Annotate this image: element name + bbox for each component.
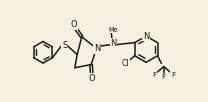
Text: F: F [162,74,166,80]
Text: O: O [89,74,95,83]
Text: N: N [143,32,149,41]
Text: F: F [171,72,175,78]
Text: Cl: Cl [122,59,129,68]
Text: F: F [152,72,156,78]
Text: Me: Me [108,27,118,33]
Text: N: N [110,39,117,48]
Text: S: S [62,41,67,50]
Text: N: N [94,44,100,53]
Text: O: O [71,20,77,29]
